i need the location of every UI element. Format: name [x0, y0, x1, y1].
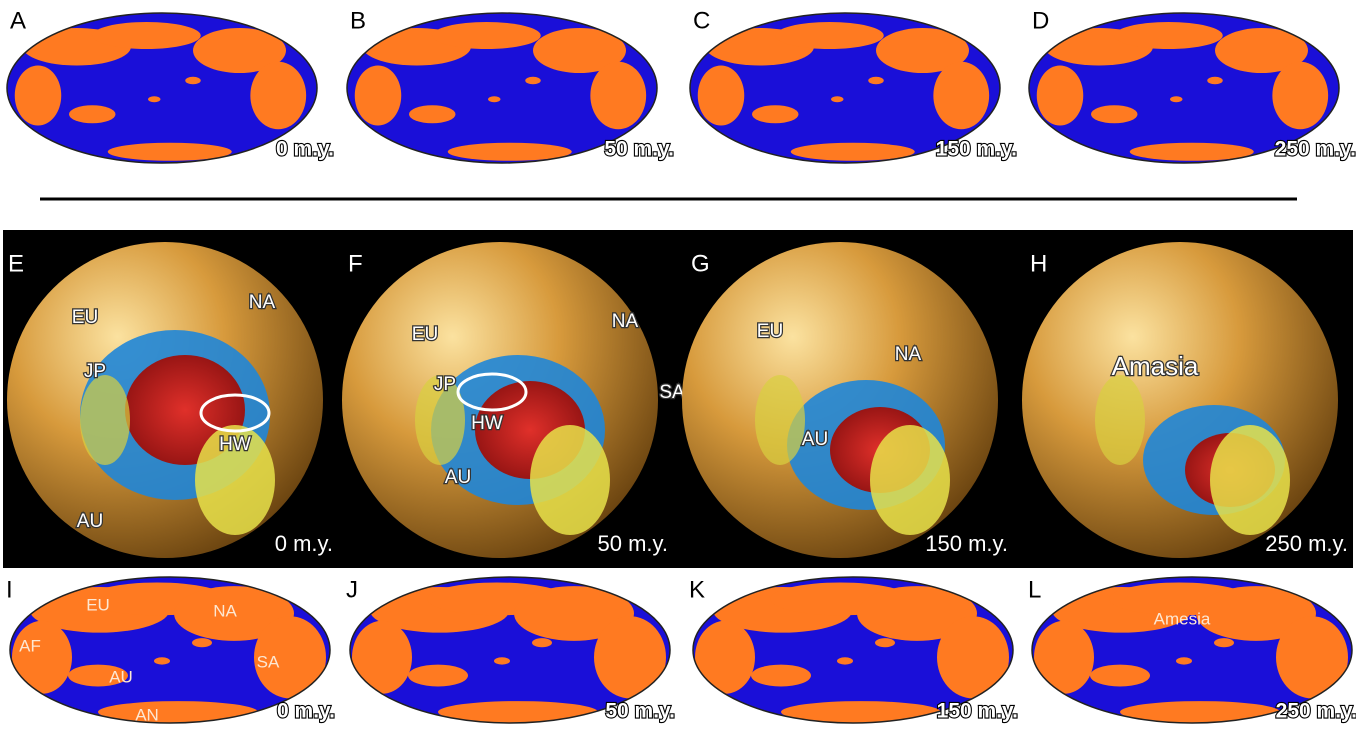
globe: [1022, 242, 1338, 558]
continent: [148, 96, 160, 102]
continent: [831, 96, 843, 102]
region-label: NA: [895, 344, 922, 365]
region-label: AU: [109, 667, 133, 686]
continent: [775, 22, 884, 49]
panel-letter: E: [8, 250, 24, 277]
plume: [80, 375, 130, 465]
region-label: Amasia: [1112, 351, 1199, 381]
plume: [755, 375, 805, 465]
continent: [69, 105, 116, 123]
continent: [837, 657, 853, 664]
region-label: AU: [77, 511, 103, 532]
region-label: HW: [219, 434, 251, 455]
continent: [15, 66, 62, 126]
panel-letter: A: [10, 7, 26, 34]
continent: [1034, 621, 1094, 694]
continent: [12, 621, 72, 694]
plume: [1210, 425, 1290, 535]
panel-letter: L: [1028, 576, 1041, 603]
continent: [494, 657, 510, 664]
age-label: 250 m.y.: [1276, 700, 1356, 723]
continent: [752, 105, 799, 123]
region-label: AU: [445, 467, 471, 488]
continent: [1214, 638, 1234, 647]
age-label: 250 m.y.: [1265, 531, 1348, 556]
continent: [875, 638, 895, 647]
age-label: 0 m.y.: [277, 700, 335, 723]
region-label: NA: [249, 292, 276, 313]
continent: [92, 22, 201, 49]
panel-letter: H: [1030, 250, 1047, 277]
region-label: NA: [213, 601, 237, 620]
region-label: EU: [412, 324, 438, 345]
continent: [408, 665, 468, 687]
age-label: 0 m.y.: [275, 531, 333, 556]
panel-letter: G: [691, 250, 710, 277]
plume: [530, 425, 610, 535]
plume: [1095, 375, 1145, 465]
region-label: SA: [257, 652, 280, 671]
panel-letter: K: [689, 576, 705, 603]
continent: [933, 62, 989, 130]
continent: [695, 621, 755, 694]
continent: [525, 77, 541, 85]
continent: [250, 62, 306, 130]
continent: [409, 105, 456, 123]
age-label: 150 m.y.: [936, 138, 1017, 161]
region-label: HW: [471, 413, 503, 434]
panel-letter: D: [1032, 7, 1049, 34]
continent: [185, 77, 201, 85]
continent: [1170, 96, 1182, 102]
continent: [594, 616, 666, 698]
age-label: 250 m.y.: [1275, 138, 1356, 161]
age-label: 0 m.y.: [276, 138, 334, 161]
region-label: AN: [135, 705, 159, 724]
continent: [1090, 665, 1150, 687]
continent: [1114, 22, 1223, 49]
continent: [1272, 62, 1328, 130]
continent: [937, 616, 1009, 698]
continent: [432, 22, 541, 49]
region-label: AU: [802, 429, 828, 450]
continent: [192, 638, 212, 647]
region-label: NA: [612, 311, 639, 332]
age-label: 50 m.y.: [604, 138, 674, 161]
continent: [1276, 616, 1348, 698]
continent: [698, 66, 745, 126]
panel-letter: I: [6, 576, 13, 603]
region-label: JP: [84, 361, 106, 382]
region-label: EU: [757, 321, 783, 342]
figure: A 0 m.y. B 50 m.y. C 150 m.y. D 250 m.y. E 0 m.y.…: [0, 0, 1356, 731]
region-label: Amesia: [1154, 609, 1211, 628]
age-label: 50 m.y.: [597, 531, 668, 556]
continent: [590, 62, 646, 130]
region-label: JP: [434, 374, 456, 395]
age-label: 150 m.y.: [925, 531, 1008, 556]
continent: [1176, 657, 1192, 664]
panel-letter: J: [346, 576, 358, 603]
continent: [154, 657, 170, 664]
continent: [488, 96, 500, 102]
continent: [352, 621, 412, 694]
region-label: AF: [19, 636, 41, 655]
plume: [870, 425, 950, 535]
age-label: 150 m.y.: [937, 700, 1018, 723]
continent: [868, 77, 884, 85]
continent: [751, 665, 811, 687]
panel-letter: B: [350, 7, 366, 34]
continent: [1207, 77, 1223, 85]
panel-letter: F: [348, 250, 363, 277]
age-label: 50 m.y.: [605, 700, 675, 723]
continent: [355, 66, 402, 126]
continent: [532, 638, 552, 647]
region-label: EU: [86, 595, 110, 614]
continent: [1037, 66, 1084, 126]
continent: [1091, 105, 1138, 123]
panel-letter: C: [693, 7, 710, 34]
region-label: SA: [659, 382, 685, 403]
region-label: EU: [72, 307, 98, 328]
